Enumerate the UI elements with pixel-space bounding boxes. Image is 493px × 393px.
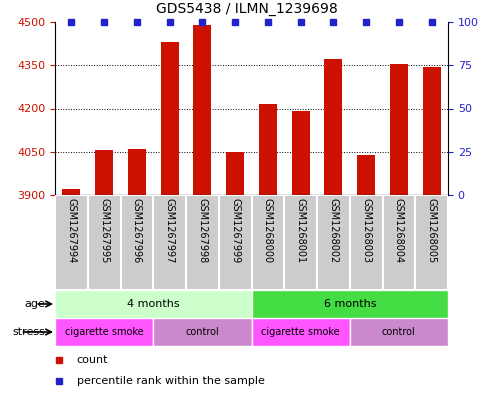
Bar xyxy=(219,195,251,290)
Bar xyxy=(63,189,80,195)
Bar xyxy=(350,318,448,346)
Bar xyxy=(186,195,219,290)
Bar xyxy=(153,318,251,346)
Bar xyxy=(251,290,448,318)
Text: GSM1267997: GSM1267997 xyxy=(165,198,175,263)
Text: GSM1268004: GSM1268004 xyxy=(394,198,404,263)
Text: control: control xyxy=(382,327,416,337)
Bar xyxy=(292,111,310,195)
Bar xyxy=(226,152,244,195)
Bar xyxy=(390,64,408,195)
Bar xyxy=(284,195,317,290)
Text: GSM1268000: GSM1268000 xyxy=(263,198,273,263)
Text: GSM1268003: GSM1268003 xyxy=(361,198,371,263)
Text: count: count xyxy=(76,355,108,365)
Text: 6 months: 6 months xyxy=(323,299,376,309)
Text: GDS5438 / ILMN_1239698: GDS5438 / ILMN_1239698 xyxy=(156,2,337,16)
Text: cigarette smoke: cigarette smoke xyxy=(261,327,340,337)
Bar xyxy=(128,149,146,195)
Bar xyxy=(55,290,251,318)
Bar xyxy=(193,25,211,195)
Bar xyxy=(383,195,415,290)
Bar xyxy=(317,195,350,290)
Text: GSM1267996: GSM1267996 xyxy=(132,198,142,263)
Bar xyxy=(88,195,120,290)
Text: GSM1268002: GSM1268002 xyxy=(328,198,338,263)
Text: GSM1268001: GSM1268001 xyxy=(296,198,306,263)
Bar xyxy=(153,195,186,290)
Bar xyxy=(55,195,88,290)
Text: stress: stress xyxy=(12,327,45,337)
Bar xyxy=(251,318,350,346)
Bar xyxy=(423,67,441,195)
Bar xyxy=(259,104,277,195)
Bar xyxy=(95,150,113,195)
Bar xyxy=(415,195,448,290)
Text: GSM1268005: GSM1268005 xyxy=(426,198,437,263)
Text: GSM1267995: GSM1267995 xyxy=(99,198,109,263)
Text: cigarette smoke: cigarette smoke xyxy=(65,327,143,337)
Bar xyxy=(120,195,153,290)
Bar xyxy=(161,42,178,195)
Text: control: control xyxy=(185,327,219,337)
Text: 4 months: 4 months xyxy=(127,299,179,309)
Text: age: age xyxy=(24,299,45,309)
Text: percentile rank within the sample: percentile rank within the sample xyxy=(76,376,264,386)
Bar xyxy=(350,195,383,290)
Text: GSM1267994: GSM1267994 xyxy=(67,198,76,263)
Bar xyxy=(324,59,342,195)
Bar xyxy=(55,318,153,346)
Bar xyxy=(357,154,375,195)
Text: GSM1267998: GSM1267998 xyxy=(197,198,208,263)
Text: GSM1267999: GSM1267999 xyxy=(230,198,240,263)
Bar xyxy=(251,195,284,290)
